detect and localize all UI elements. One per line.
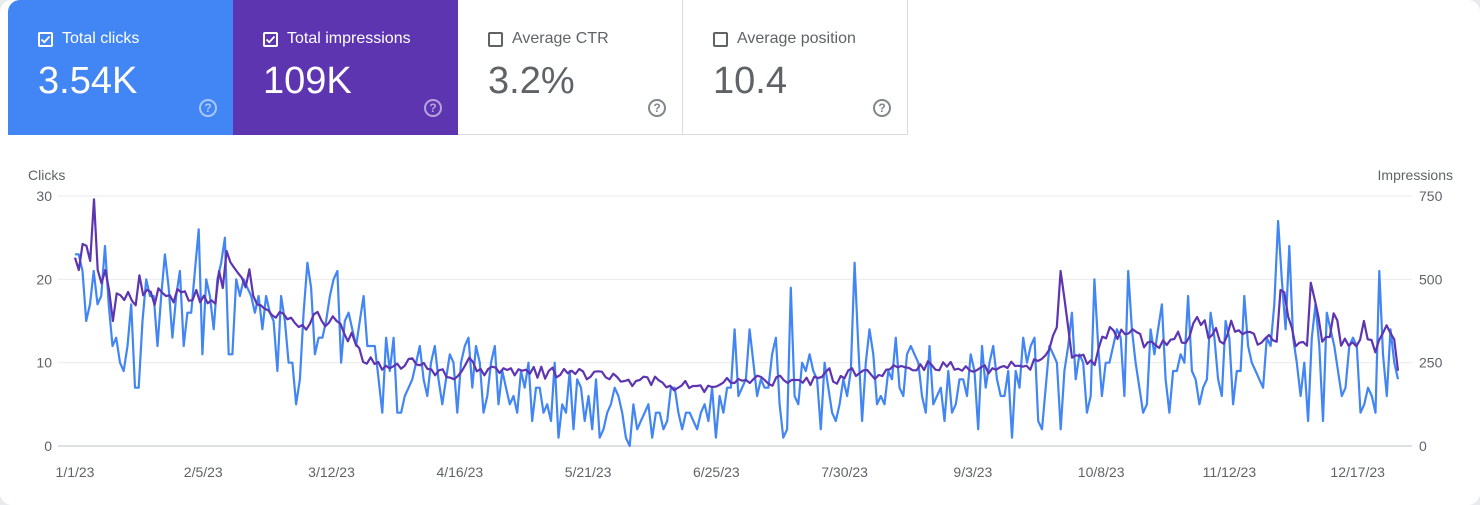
average-ctr-label-row: Average CTR [488, 30, 609, 48]
x-tick-label: 5/21/23 [565, 464, 612, 480]
total-impressions-card[interactable]: Total impressions 109K ? [233, 0, 458, 135]
x-tick-label: 12/17/23 [1330, 464, 1385, 480]
total-clicks-value: 3.54K [38, 60, 138, 102]
x-tick-label: 6/25/23 [693, 464, 740, 480]
total-clicks-label-row: Total clicks [38, 30, 139, 48]
total-clicks-card[interactable]: Total clicks 3.54K ? [8, 0, 233, 135]
total-clicks-checkbox[interactable] [38, 31, 53, 47]
right-tick-label: 500 [1419, 271, 1443, 287]
right-tick-label: 0 [1419, 438, 1427, 454]
average-ctr-label: Average CTR [512, 30, 609, 47]
help-icon[interactable]: ? [648, 99, 666, 117]
x-tick-label: 4/16/23 [436, 464, 483, 480]
right-axis-title: Impressions [1378, 167, 1453, 183]
x-tick-label: 11/12/23 [1203, 464, 1257, 480]
average-position-checkbox[interactable] [713, 31, 728, 47]
x-tick-label: 9/3/23 [953, 464, 992, 480]
check-icon [40, 35, 51, 43]
total-clicks-label: Total clicks [62, 30, 140, 47]
average-position-label-row: Average position [713, 30, 856, 48]
impressions-series-line [73, 198, 1400, 394]
left-tick-label: 20 [36, 271, 52, 287]
total-impressions-label-row: Total impressions [263, 30, 411, 48]
left-tick-label: 10 [36, 355, 52, 371]
x-tick-label: 2/5/23 [184, 464, 223, 480]
x-tick-label: 3/12/23 [308, 464, 355, 480]
total-impressions-label: Total impressions [287, 30, 411, 47]
average-position-card[interactable]: Average position 10.4 ? [683, 0, 908, 135]
right-tick-label: 250 [1419, 355, 1443, 371]
average-ctr-value: 3.2% [488, 60, 575, 102]
average-position-label: Average position [737, 30, 856, 47]
x-tick-label: 1/1/23 [56, 464, 95, 480]
right-tick-label: 750 [1419, 188, 1443, 204]
total-impressions-checkbox[interactable] [263, 31, 278, 47]
help-icon[interactable]: ? [424, 99, 442, 117]
help-icon[interactable]: ? [199, 99, 217, 117]
average-position-value: 10.4 [713, 60, 787, 102]
help-icon[interactable]: ? [873, 99, 891, 117]
left-tick-label: 0 [44, 438, 52, 454]
check-icon [265, 35, 276, 43]
average-ctr-checkbox[interactable] [488, 31, 503, 47]
left-axis-title: Clicks [28, 167, 65, 183]
clicks-series-line [75, 219, 1400, 448]
x-tick-label: 7/30/23 [821, 464, 868, 480]
average-ctr-card[interactable]: Average CTR 3.2% ? [458, 0, 683, 135]
total-impressions-value: 109K [263, 60, 352, 102]
left-tick-label: 30 [36, 188, 52, 204]
x-tick-label: 10/8/23 [1078, 464, 1125, 480]
